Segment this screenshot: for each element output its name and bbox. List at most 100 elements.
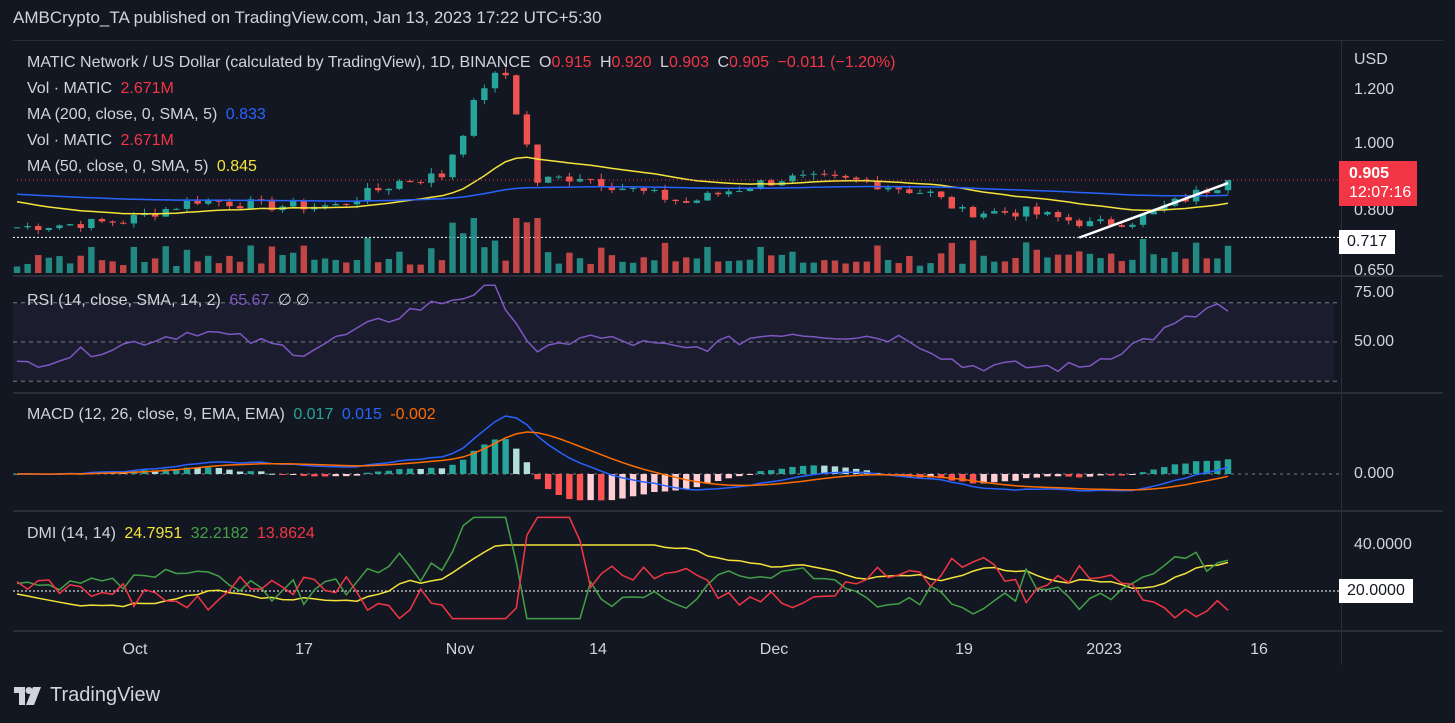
macd-hist-bar <box>714 474 722 481</box>
candle-body <box>1129 224 1136 227</box>
panel-separator[interactable] <box>13 275 1443 277</box>
volume-bar <box>332 259 339 273</box>
candle-body <box>1214 190 1221 194</box>
candle-body <box>619 188 626 191</box>
candle-body <box>130 215 138 224</box>
ohlc-close: C0.905 <box>717 54 770 71</box>
candle-body <box>544 176 552 183</box>
rsi-legend[interactable]: RSI (14, close, SMA, 14, 2) 65.67 ∅ ∅ <box>27 292 310 309</box>
x-axis-label: 17 <box>295 641 313 658</box>
volume-bar <box>651 260 658 273</box>
ma50-line <box>16 156 1229 215</box>
price-scale-currency[interactable]: USD <box>1354 51 1388 68</box>
candle-body <box>45 228 53 231</box>
macd-hist-bar <box>927 474 934 478</box>
macd-hist-bar <box>1054 474 1062 477</box>
macd-hist-bar <box>959 474 966 482</box>
volume-bar <box>1192 242 1200 273</box>
volume-bar <box>991 261 998 273</box>
volume-bar <box>629 262 637 273</box>
x-axis-label: 19 <box>955 641 973 658</box>
volume-bar <box>1097 258 1104 273</box>
ma200-line <box>16 185 1229 202</box>
volume-bar <box>1001 261 1009 273</box>
volume-bar <box>693 258 701 273</box>
volume-bar <box>619 261 626 273</box>
price-tick: 1.000 <box>1354 135 1395 152</box>
legend-volume-1[interactable]: Vol · MATIC 2.671M <box>27 80 174 97</box>
tradingview-wordmark: TradingView <box>50 684 161 706</box>
panel-separator[interactable] <box>13 392 1443 394</box>
trend-line <box>1078 181 1229 239</box>
candle-body <box>651 189 658 191</box>
volume-bar <box>842 263 849 273</box>
dmi-minus-line <box>16 516 1229 620</box>
volume-bar <box>1224 245 1232 273</box>
macd-legend[interactable]: MACD (12, 26, close, 9, EMA, EMA) 0.017 … <box>27 406 436 423</box>
candle-body <box>396 180 403 189</box>
macd-hist-bar <box>268 473 276 475</box>
macd-hist-bar <box>1171 464 1179 474</box>
candle-body <box>1097 219 1104 222</box>
volume-bar <box>746 259 754 273</box>
volume-bar <box>215 263 223 273</box>
volume-bar <box>300 245 308 273</box>
legend-volume-2[interactable]: Vol · MATIC 2.671M <box>27 132 174 149</box>
volume-bar <box>1139 239 1147 273</box>
macd-hist-bar <box>385 470 392 474</box>
price-scale-border <box>1341 40 1342 665</box>
volume-bar <box>470 218 477 273</box>
volume-bar <box>576 258 584 273</box>
volume-bar <box>194 261 201 273</box>
volume-bar <box>205 255 212 273</box>
macd-hist-bar <box>1150 469 1157 474</box>
volume-bar <box>1150 254 1157 273</box>
panel-separator[interactable] <box>13 630 1443 632</box>
macd-hist-bar <box>279 474 286 475</box>
candle-body <box>927 191 934 193</box>
candle-body <box>1076 220 1083 227</box>
volume-bar <box>1118 261 1125 273</box>
tradingview-logo[interactable]: TradingView <box>14 684 160 707</box>
volume-bar <box>884 259 892 273</box>
macd-hist-bar <box>258 471 265 474</box>
macd-hist-bar <box>810 465 817 474</box>
candle-body <box>1001 211 1009 213</box>
macd-hist-bar <box>683 474 690 490</box>
macd-hist-bar <box>1012 474 1019 481</box>
volume-bar <box>555 263 562 273</box>
dmi-level-label[interactable]: 20.0000 <box>1339 579 1413 603</box>
candle-body <box>587 178 594 180</box>
macd-hist-bar <box>151 470 159 474</box>
candle-body <box>1022 206 1030 217</box>
macd-hist-bar <box>1076 474 1083 478</box>
volume-bar <box>587 263 594 273</box>
ohlc-low: L0.903 <box>660 54 709 71</box>
macd-tick: 0.000 <box>1354 465 1395 482</box>
volume-bar <box>608 255 616 273</box>
candle-body <box>789 175 796 182</box>
macd-hist-bar <box>311 474 318 477</box>
candle-body <box>725 191 732 195</box>
dmi-legend[interactable]: DMI (14, 14) 24.7951 32.2182 13.8624 <box>27 525 315 542</box>
candle-body <box>1118 225 1125 227</box>
legend-ma50[interactable]: MA (50, close, 0, SMA, 5) 0.845 <box>27 158 257 175</box>
volume-bar <box>513 218 520 273</box>
volume-bar <box>927 263 934 273</box>
candle-body <box>608 186 616 191</box>
macd-hist-bar <box>438 468 446 474</box>
macd-hist-bar <box>757 471 764 474</box>
candle-body <box>906 189 913 194</box>
panel-separator[interactable] <box>13 510 1443 512</box>
legend-ma200[interactable]: MA (200, close, 0, SMA, 5) 0.833 <box>27 106 266 123</box>
macd-hist-bar <box>608 474 616 501</box>
volume-bar <box>289 252 297 273</box>
horizontal-level-label[interactable]: 0.717 <box>1339 230 1396 254</box>
symbol-title[interactable]: MATIC Network / US Dollar (calculated by… <box>27 54 531 71</box>
volume-bar <box>374 262 382 273</box>
price-tick: 1.200 <box>1354 81 1395 98</box>
volume-bar <box>502 260 509 273</box>
candle-body <box>1086 221 1094 227</box>
macd-hist-bar <box>215 467 223 474</box>
